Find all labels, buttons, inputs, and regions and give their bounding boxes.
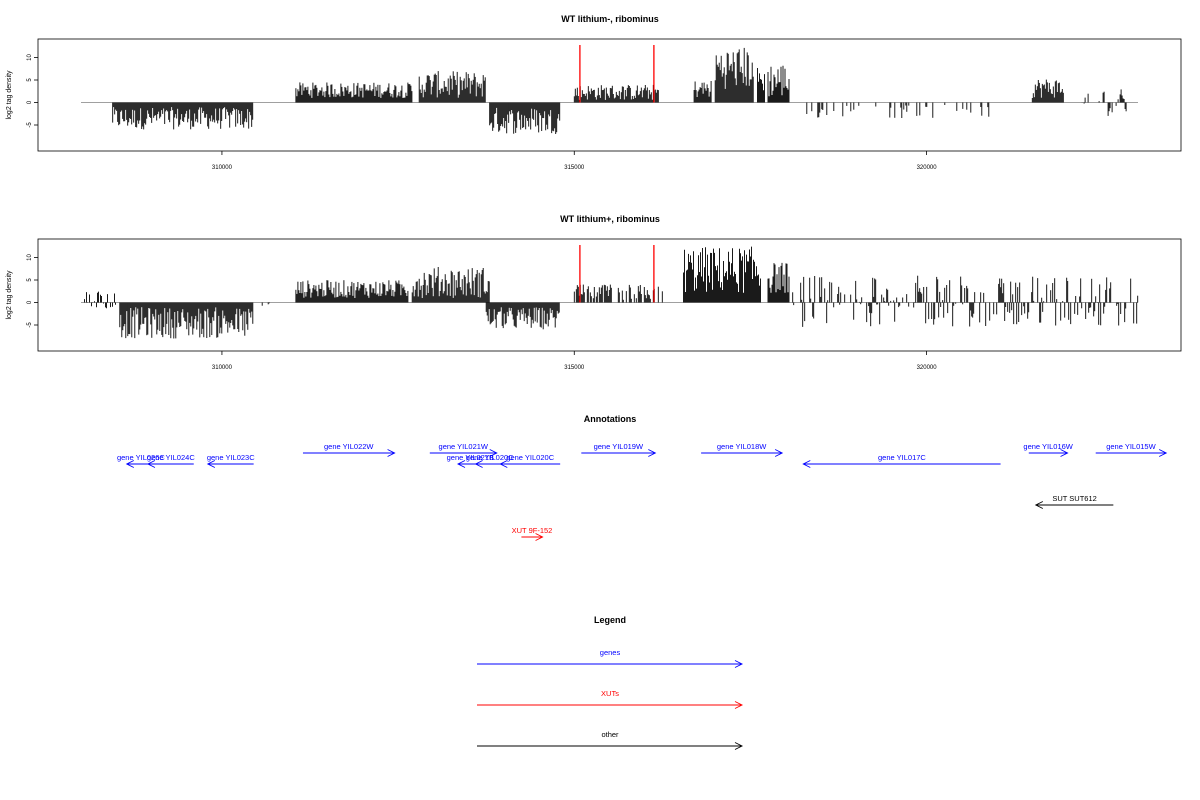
annotation-arrow-head — [146, 460, 156, 468]
annotation-arrow-head — [648, 449, 657, 457]
annotation-label: gene YIL026C — [117, 453, 165, 462]
annotation-label: gene YIL020C — [506, 453, 554, 462]
x-tick-label: 320000 — [917, 165, 938, 171]
annotation-label: gene YIL023C — [207, 453, 255, 462]
annotation-arrow-head — [474, 460, 483, 468]
y-tick-label: -5 — [27, 122, 33, 128]
annotation-arrow-head — [499, 460, 508, 468]
panel-title: WT lithium+, ribominus — [560, 214, 660, 224]
annotation-label: gene YIL017C — [878, 453, 926, 462]
annotation-label: gene YIL016W — [1023, 442, 1073, 451]
annotation-arrow-head — [456, 460, 466, 468]
x-tick-label: 310000 — [212, 365, 233, 371]
annotation-label: gene YIL018W — [717, 442, 767, 451]
annotation-label: XUT 9F-152 — [512, 526, 553, 535]
y-axis-label: log2 tag density — [6, 270, 13, 320]
legend-label: other — [601, 730, 619, 739]
legend-title: Legend — [594, 615, 626, 625]
annotation-label: gene YIL022W — [324, 442, 374, 451]
annotation-label: gene YIL021B — [447, 453, 494, 462]
annotation-arrow-head — [489, 449, 498, 457]
annotation-arrow-head — [1034, 501, 1044, 509]
legend-arrow-head — [734, 742, 744, 750]
annotation-arrow-head — [802, 460, 811, 468]
annotation-arrow-head — [125, 460, 135, 468]
y-tick-label: 0 — [27, 300, 33, 304]
annotation-arrow-head — [774, 449, 784, 457]
annotations-title: Annotations — [584, 414, 637, 424]
annotation-label: gene YIL015W — [1106, 442, 1156, 451]
legend-arrow-head — [734, 660, 744, 668]
y-tick-label: 0 — [27, 100, 33, 104]
y-tick-label: 10 — [27, 54, 33, 61]
annotation-label: gene YIL024C — [147, 453, 195, 462]
x-tick-label: 315000 — [564, 165, 585, 171]
annotation-arrow-head — [206, 460, 216, 468]
y-tick-label: 5 — [27, 78, 33, 82]
y-tick-label: -5 — [27, 322, 33, 328]
annotation-label: gene YIL019W — [594, 442, 644, 451]
panel-title: WT lithium-, ribominus — [561, 14, 659, 24]
annotation-arrow-head — [1158, 449, 1168, 457]
annotation-label: gene YIL021W — [439, 442, 489, 451]
legend-arrow-head — [734, 701, 744, 709]
x-tick-label: 315000 — [564, 365, 585, 371]
annotation-label: SUT SUT612 — [1052, 494, 1096, 503]
plot-frame — [37, 238, 1182, 352]
annotation-arrow-head — [535, 533, 544, 541]
y-tick-label: 10 — [27, 254, 33, 261]
annotation-arrow-head — [1060, 449, 1069, 457]
x-tick-label: 310000 — [212, 165, 233, 171]
y-axis-label: log2 tag density — [6, 70, 13, 120]
legend-label: genes — [600, 648, 621, 657]
annotation-arrow-head — [387, 449, 396, 457]
y-tick-label: 5 — [27, 278, 33, 282]
annotation-label: gene YIL020C — [466, 453, 514, 462]
plot-frame — [37, 38, 1182, 152]
x-tick-label: 320000 — [917, 365, 938, 371]
legend-label: XUTs — [601, 689, 619, 698]
